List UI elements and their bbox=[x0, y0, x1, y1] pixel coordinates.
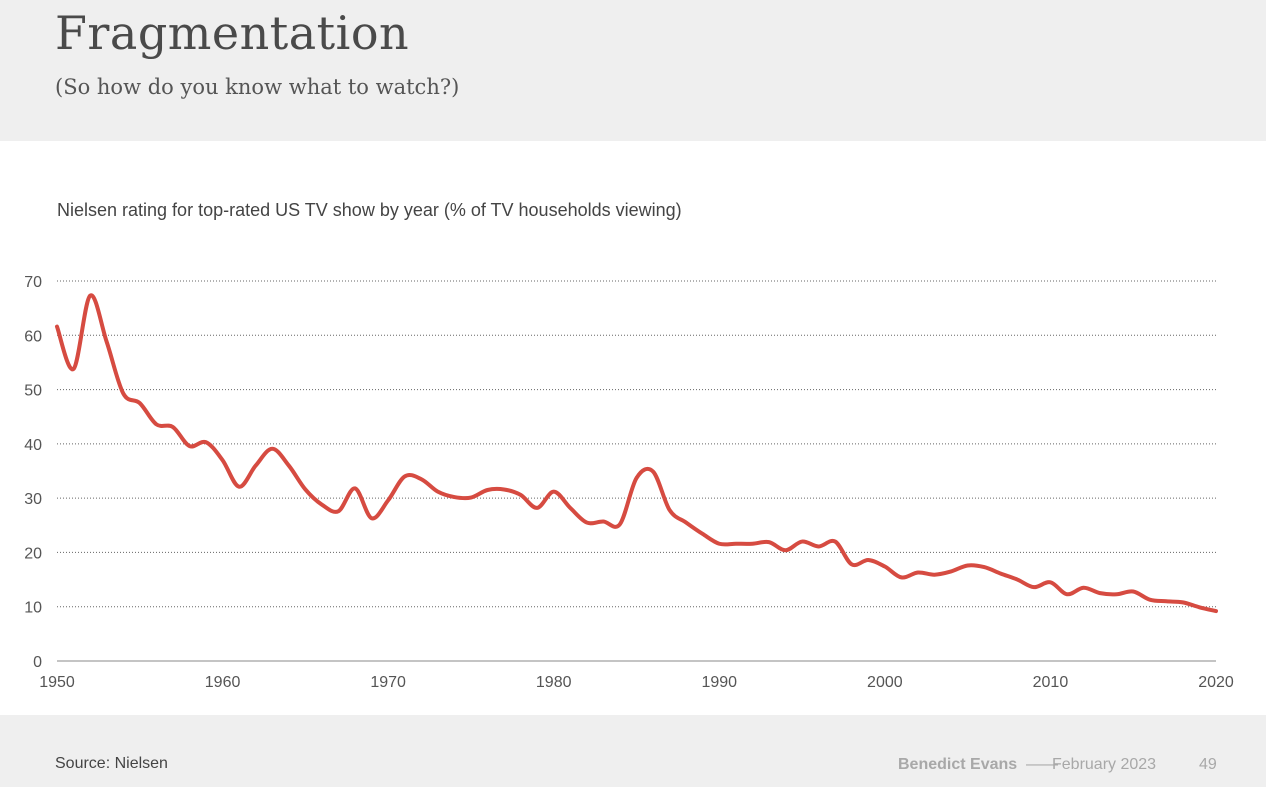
y-tick-label: 60 bbox=[24, 328, 42, 345]
y-tick-label: 10 bbox=[24, 600, 42, 617]
author-name: Benedict Evans bbox=[898, 756, 1018, 773]
page-subtitle: (So how do you know what to watch?) bbox=[55, 75, 460, 99]
x-tick-label: 2000 bbox=[867, 674, 903, 691]
x-tick-label: 1980 bbox=[536, 674, 572, 691]
line-chart: 0 10 20 30 40 50 60 70 1950 1960 1970 1980 1990 2000… bbox=[24, 274, 1234, 691]
page-number: 49 bbox=[1199, 756, 1217, 773]
series-line bbox=[55, 293, 1218, 614]
x-tick-label: 1990 bbox=[701, 674, 737, 691]
x-tick-label: 1970 bbox=[370, 674, 406, 691]
page-title: Fragmentation bbox=[55, 6, 410, 60]
chart-title: Nielsen rating for top-rated US TV show … bbox=[57, 200, 682, 220]
gridlines bbox=[57, 280, 1216, 608]
y-tick-label: 30 bbox=[24, 491, 42, 508]
x-axis-ticks: 1950 1960 1970 1980 1990 2000 2010 2020 bbox=[39, 674, 1234, 691]
y-tick-label: 20 bbox=[24, 545, 42, 562]
x-tick-label: 2010 bbox=[1033, 674, 1069, 691]
footer-separator: —— bbox=[1026, 756, 1058, 773]
header-band: Fragmentation (So how do you know what t… bbox=[0, 0, 1266, 141]
y-tick-label: 50 bbox=[24, 383, 42, 400]
publish-date: February 2023 bbox=[1052, 756, 1157, 773]
y-axis-ticks: 0 10 20 30 40 50 60 70 bbox=[24, 274, 42, 671]
y-tick-label: 70 bbox=[24, 274, 42, 291]
y-tick-label: 40 bbox=[24, 437, 42, 454]
x-tick-label: 2020 bbox=[1198, 674, 1234, 691]
source-note: Source: Nielsen bbox=[55, 755, 168, 772]
x-tick-label: 1960 bbox=[205, 674, 241, 691]
y-tick-label: 0 bbox=[33, 654, 42, 671]
footer-band: Source: Nielsen Benedict Evans —— Februa… bbox=[0, 715, 1266, 787]
x-tick-label: 1950 bbox=[39, 674, 75, 691]
